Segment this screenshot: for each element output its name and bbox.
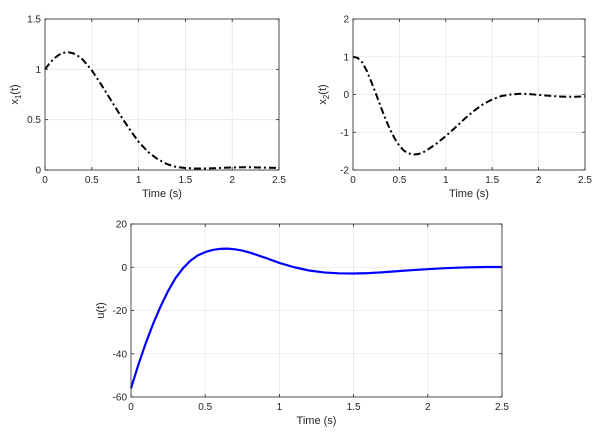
y-axis-label: x2(t) — [317, 84, 331, 104]
y-tick-label: -60 — [113, 393, 128, 404]
x-tick-label: 0 — [42, 175, 48, 186]
axes-box — [44, 18, 280, 171]
x-tick-label: 1.5 — [347, 402, 361, 413]
x-tick-label: 2.5 — [495, 402, 509, 413]
x-tick-label: 0.5 — [198, 402, 212, 413]
x-tick-label: 1 — [136, 175, 142, 186]
x-tick-label: 1.5 — [485, 175, 499, 186]
x-tick-label: 0 — [128, 402, 134, 413]
y-tick-label: 1.5 — [27, 15, 41, 26]
x-tick-label: 2 — [229, 175, 235, 186]
x-tick-label: 1 — [443, 175, 449, 186]
x-tick-label: 1.5 — [178, 175, 192, 186]
y-tick-label: 2 — [343, 15, 349, 26]
y-tick-label: 1 — [343, 52, 349, 63]
series-line-1 — [129, 247, 502, 389]
x-tick-label: 0 — [350, 175, 356, 186]
x-axis-label: Time (s) — [449, 188, 489, 200]
y-axis-label: u(t) — [95, 302, 107, 319]
y-tick-label: -20 — [113, 306, 128, 317]
x-tick-label: 2.5 — [578, 175, 592, 186]
x-axis-label: Time (s) — [142, 188, 182, 200]
y-tick-label: 0.5 — [27, 115, 41, 126]
x-tick-label: 0.5 — [85, 175, 99, 186]
chart-x1: 0 0.5 1 1.5 2 2.5 0 0.5 1 1.5 Time (s) x1(t) — [9, 15, 286, 201]
x-tick-label: 1 — [277, 402, 283, 413]
y-tick-label: 0 — [121, 263, 127, 274]
x-tick-label: 2 — [536, 175, 542, 186]
y-tick-label: 1 — [35, 65, 41, 76]
y-tick-label: 0 — [35, 166, 41, 177]
series-line-1 — [44, 51, 280, 170]
y-tick-label: -1 — [340, 128, 349, 139]
x-tick-label: 0.5 — [392, 175, 406, 186]
plot-area — [45, 19, 279, 170]
y-tick-label: 0 — [343, 90, 349, 101]
y-tick-label: 20 — [116, 220, 128, 231]
chart-x2: 0 0.5 1 1.5 2 2.5 -2 -1 0 1 2 Time (s) x2(t) — [317, 15, 592, 201]
chart-u: 0 0.5 1 1.5 2 2.5 -60 -40 -20 0 20 Time (s) u(t) — [95, 220, 509, 428]
x-tick-label: 2.5 — [272, 175, 286, 186]
y-axis-label: x1(t) — [9, 84, 23, 104]
y-tick-label: -2 — [340, 166, 349, 177]
x-axis-label: Time (s) — [297, 415, 337, 427]
x-tick-label: 2 — [425, 402, 431, 413]
y-tick-label: -40 — [113, 349, 128, 360]
series-line-1 — [352, 55, 586, 156]
